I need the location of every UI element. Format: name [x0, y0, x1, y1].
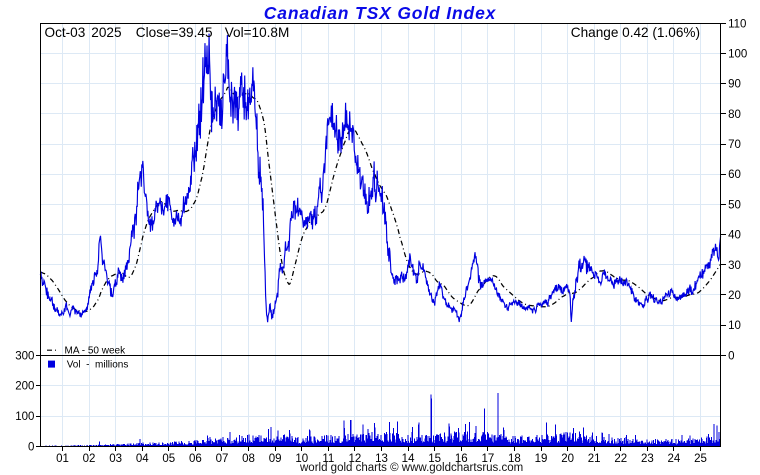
- svg-text:0: 0: [28, 442, 34, 454]
- svg-text:12: 12: [349, 453, 362, 465]
- svg-text:200: 200: [15, 381, 34, 393]
- svg-text:17: 17: [481, 453, 494, 465]
- svg-text:90: 90: [728, 79, 741, 91]
- svg-text:2025: 2025: [91, 25, 121, 40]
- svg-text:22: 22: [614, 453, 627, 465]
- svg-text:Oct-03: Oct-03: [45, 25, 86, 40]
- svg-text:10: 10: [728, 320, 741, 332]
- svg-text:18: 18: [508, 453, 521, 465]
- svg-text:14: 14: [402, 453, 415, 465]
- svg-text:02: 02: [83, 453, 96, 465]
- svg-text:MA - 50 week: MA - 50 week: [65, 346, 127, 357]
- svg-text:04: 04: [136, 453, 149, 465]
- svg-text:100: 100: [15, 411, 34, 423]
- svg-text:25: 25: [694, 453, 707, 465]
- svg-text:70: 70: [728, 139, 741, 151]
- svg-text:19: 19: [535, 453, 548, 465]
- svg-text:01: 01: [56, 453, 69, 465]
- svg-text:Canadian TSX Gold Index: Canadian TSX Gold Index: [264, 3, 497, 23]
- svg-text:30: 30: [728, 260, 741, 272]
- svg-text:Change 0.42 (1.06%): Change 0.42 (1.06%): [571, 25, 700, 40]
- svg-text:60: 60: [728, 169, 741, 181]
- svg-text:16: 16: [455, 453, 468, 465]
- svg-text:110: 110: [728, 18, 746, 30]
- svg-text:Vol=10.8M: Vol=10.8M: [225, 25, 290, 40]
- svg-text:20: 20: [561, 453, 574, 465]
- svg-text:Vol - millions: Vol - millions: [67, 359, 129, 370]
- svg-text:23: 23: [641, 453, 654, 465]
- svg-text:08: 08: [242, 453, 255, 465]
- svg-text:80: 80: [728, 109, 741, 121]
- svg-text:24: 24: [668, 453, 681, 465]
- svg-text:10: 10: [295, 453, 308, 465]
- svg-text:05: 05: [162, 453, 175, 465]
- svg-text:20: 20: [728, 290, 741, 302]
- svg-text:03: 03: [109, 453, 122, 465]
- svg-text:13: 13: [375, 453, 388, 465]
- svg-text:world gold charts © www.goldch: world gold charts © www.goldchartsrus.co…: [299, 462, 523, 474]
- svg-text:09: 09: [269, 453, 282, 465]
- svg-text:07: 07: [216, 453, 229, 465]
- svg-text:0: 0: [728, 350, 734, 362]
- svg-text:50: 50: [728, 199, 741, 211]
- svg-text:300: 300: [15, 350, 34, 362]
- svg-text:21: 21: [588, 453, 601, 465]
- svg-text:06: 06: [189, 453, 202, 465]
- svg-text:Close=39.45: Close=39.45: [136, 25, 213, 40]
- svg-text:40: 40: [728, 230, 741, 242]
- svg-text:11: 11: [322, 453, 334, 465]
- svg-text:15: 15: [428, 453, 441, 465]
- svg-text:100: 100: [728, 48, 747, 60]
